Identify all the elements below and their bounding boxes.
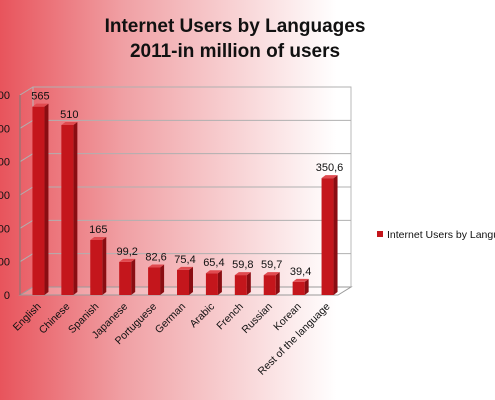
bar bbox=[177, 269, 189, 295]
bar bbox=[321, 178, 334, 295]
data-label: 565 bbox=[31, 91, 49, 103]
bar-top bbox=[119, 258, 136, 262]
bar-top bbox=[321, 175, 338, 179]
bar-side bbox=[73, 122, 78, 295]
x-tick-label: Russian bbox=[240, 301, 275, 336]
y-tick-label: 400 bbox=[0, 157, 10, 169]
bar-top bbox=[148, 264, 165, 268]
bar bbox=[292, 281, 305, 295]
bar-side bbox=[160, 264, 165, 295]
bar-top bbox=[177, 266, 193, 270]
bar-top bbox=[263, 272, 280, 276]
gridline bbox=[19, 86, 351, 96]
data-label: 75,4 bbox=[174, 254, 195, 266]
bar-top bbox=[292, 278, 309, 282]
data-label: 82,6 bbox=[145, 251, 166, 263]
data-label: 350,6 bbox=[316, 162, 344, 174]
bar bbox=[32, 106, 45, 296]
bar-side bbox=[189, 266, 193, 295]
x-tick-label: Arabic bbox=[187, 301, 217, 331]
bar bbox=[61, 125, 74, 295]
y-tick-label: 500 bbox=[0, 123, 10, 135]
bar-top bbox=[32, 103, 49, 107]
bar-side bbox=[131, 258, 136, 295]
bar-top bbox=[234, 272, 251, 276]
bar bbox=[148, 267, 161, 295]
bar bbox=[205, 273, 218, 295]
data-label: 59,7 bbox=[261, 259, 282, 271]
y-tick-label: 0 bbox=[4, 290, 10, 302]
data-label: 510 bbox=[60, 109, 78, 121]
chart-title: Internet Users by Languages 2011-in mill… bbox=[0, 14, 470, 64]
bar bbox=[119, 261, 132, 295]
y-tick-label: 300 bbox=[0, 190, 10, 202]
legend-label: Internet Users by Languages bbox=[387, 229, 495, 241]
bar bbox=[263, 275, 276, 295]
x-tick-label: German bbox=[153, 301, 188, 336]
bar bbox=[90, 240, 103, 295]
chart-title-line-2: 2011-in million of users bbox=[129, 41, 341, 62]
data-label: 39,4 bbox=[290, 266, 311, 278]
bar-side bbox=[246, 272, 251, 295]
data-label: 65,4 bbox=[203, 257, 224, 269]
x-tick-label: Chinese bbox=[37, 301, 73, 337]
bar-side bbox=[275, 272, 280, 295]
data-label: 165 bbox=[89, 224, 107, 236]
y-tick-label: 600 bbox=[0, 90, 10, 102]
bar-top bbox=[61, 122, 78, 125]
legend-swatch bbox=[377, 231, 383, 237]
chart-title-line-1: Internet Users by Languages bbox=[104, 16, 366, 37]
bar-side bbox=[217, 270, 222, 295]
bar bbox=[234, 275, 247, 295]
bar-side bbox=[333, 175, 338, 295]
data-label: 59,8 bbox=[232, 259, 253, 271]
bar-side bbox=[304, 278, 309, 295]
bar-top bbox=[90, 237, 107, 240]
bar-top bbox=[205, 270, 222, 274]
bar-side bbox=[44, 103, 49, 296]
y-tick-label: 100 bbox=[0, 257, 10, 269]
bar-side bbox=[102, 237, 107, 295]
y-tick-label: 200 bbox=[0, 223, 10, 235]
data-label: 99,2 bbox=[116, 246, 137, 258]
